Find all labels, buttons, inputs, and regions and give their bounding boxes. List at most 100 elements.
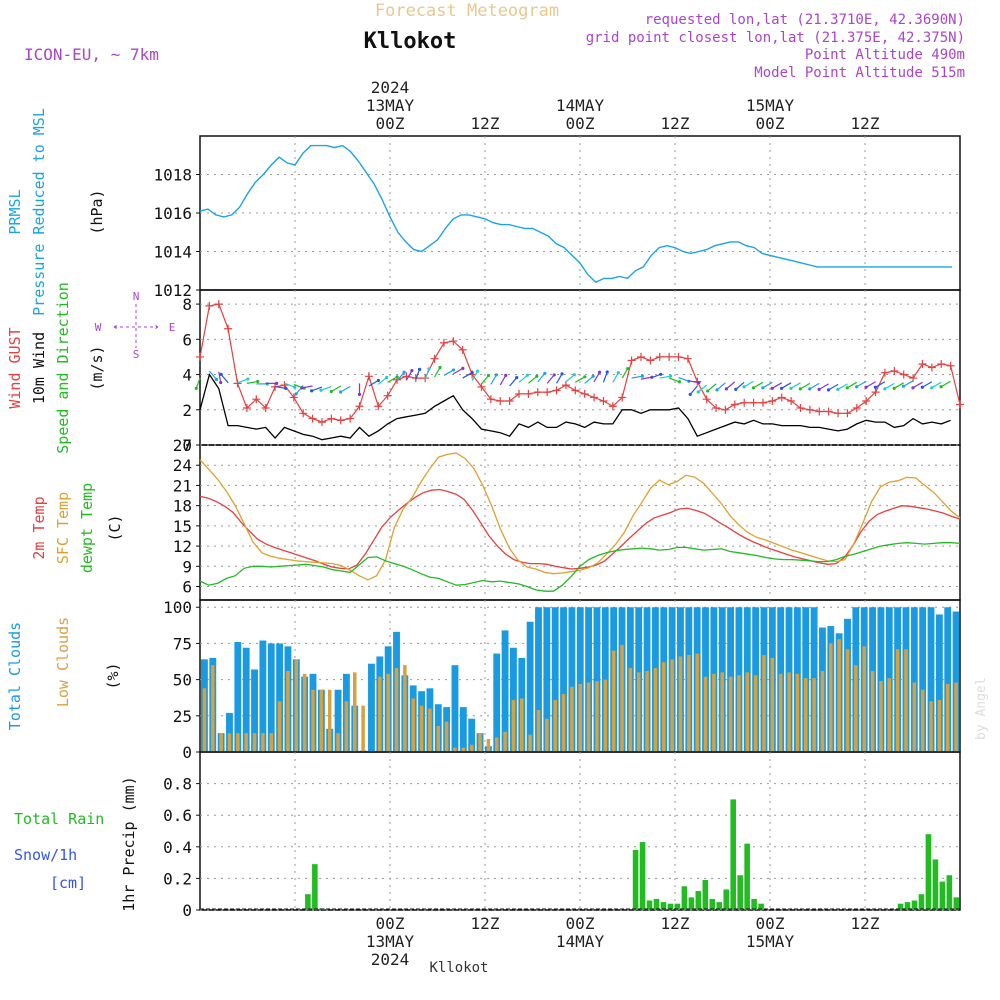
wind-arrow	[726, 381, 736, 390]
low-cloud-bar	[595, 681, 599, 752]
wind-arrow	[940, 380, 951, 388]
gust-marker	[683, 354, 692, 363]
gust-marker	[721, 405, 730, 414]
low-cloud-bar	[879, 681, 883, 752]
low-cloud-bar	[252, 733, 257, 752]
pressure-line	[199, 144, 953, 284]
low-cloud-bar	[854, 665, 858, 752]
wind-arrow-head	[376, 378, 381, 383]
rain-bar	[305, 894, 311, 910]
rain-bar	[897, 903, 904, 910]
y-tick-label: 6	[182, 578, 192, 597]
gust-marker	[505, 396, 514, 405]
wind10m-line	[199, 372, 951, 441]
low-cloud-bar	[202, 688, 207, 752]
y-tick-label: 1016	[153, 204, 192, 223]
wind-arrow-head	[256, 379, 260, 384]
wind-arrow-head	[939, 385, 943, 389]
wind-arrow-head	[194, 386, 198, 391]
gust-marker	[815, 407, 824, 416]
point-altitude: Point Altitude 490m	[805, 47, 965, 63]
wind-arrow	[301, 385, 313, 389]
rain-bar	[744, 843, 750, 910]
wind-arrow-head	[798, 387, 802, 391]
gust-marker	[561, 381, 570, 390]
low-cloud-bar	[419, 705, 424, 752]
low-cloud-bar	[428, 708, 432, 752]
rain-bar	[660, 902, 667, 910]
gust-marker	[937, 359, 946, 368]
low-cloud-bar	[770, 657, 775, 752]
model-altitude: Model Point Altitude 515m	[754, 65, 965, 81]
legend-snow-unit: [cm]	[50, 874, 86, 892]
wind-arrow	[875, 381, 886, 388]
wind-arrow-head	[219, 380, 223, 385]
low-cloud-bar	[820, 670, 825, 752]
wind-arrow-head	[640, 374, 645, 378]
wind-arrow-head	[494, 373, 498, 377]
rain-bar	[681, 886, 688, 910]
wind-arrow-head	[626, 366, 630, 371]
low-cloud-bar	[603, 679, 608, 752]
wind-arrow-head	[688, 392, 692, 397]
wind-arrow-head	[284, 386, 288, 391]
low-cloud-bar	[403, 665, 407, 752]
gust-marker	[430, 354, 439, 363]
wind-arrow-head	[410, 369, 414, 373]
gust-marker	[899, 370, 908, 379]
gust-marker	[524, 389, 533, 398]
low-cloud-bar	[570, 686, 574, 752]
gust-marker	[871, 388, 880, 397]
ylabel-unit: (m/s)	[88, 345, 106, 390]
wind-arrow	[584, 375, 594, 384]
low-cloud-bar	[670, 659, 674, 752]
wind-arrow-head	[734, 387, 738, 391]
wind-arrow-head	[310, 389, 314, 393]
time-label-bottom: 2024	[371, 950, 410, 969]
rain-bar	[709, 898, 716, 910]
wind-arrow	[790, 382, 801, 389]
wind-arrow-head	[552, 373, 556, 377]
y-tick-label: 9	[182, 557, 192, 576]
wind-arrow	[246, 380, 258, 384]
gust-marker	[355, 402, 364, 411]
low-cloud-bar	[837, 639, 841, 752]
compass-arrows	[113, 304, 159, 348]
y-tick-label: 25	[173, 707, 192, 726]
sfc-line	[199, 452, 961, 581]
wind-arrow	[800, 382, 811, 390]
wind-arrow-head	[214, 377, 219, 382]
gust-marker	[852, 404, 861, 413]
gust-marker	[674, 352, 683, 361]
rain-bar	[946, 875, 953, 910]
wind-arrow	[707, 383, 717, 392]
low-cloud-bar	[344, 701, 349, 752]
time-label-bottom: 00Z	[756, 914, 785, 933]
wind-arrow	[621, 368, 629, 379]
total-cloud-bar	[226, 712, 233, 752]
total-cloud-bar	[927, 607, 935, 752]
wind-arrow-head	[275, 381, 279, 385]
gust-marker	[486, 395, 495, 404]
low-cloud-bar	[536, 710, 541, 752]
precip-panel: 0 0.2 0.4 0.6 0.8 1hr Precip (mm) Total Rain Sn…	[14, 751, 961, 920]
wind-arrow	[340, 386, 351, 393]
total-cloud-bar	[259, 640, 267, 752]
low-cloud-bar	[545, 718, 549, 752]
wind-arrow-head	[461, 366, 465, 370]
gust-marker	[862, 396, 871, 405]
low-cloud-bar	[678, 656, 683, 752]
low-cloud-bar	[920, 689, 925, 752]
wind-arrow-head	[697, 381, 701, 385]
wind-arrow-head	[319, 388, 323, 392]
rain-bar	[688, 897, 695, 910]
gust-marker	[299, 409, 308, 418]
low-cloud-bar	[244, 733, 248, 752]
y-tick-label: 1012	[153, 281, 192, 300]
low-cloud-bar	[486, 738, 491, 752]
rain-bar	[312, 864, 318, 910]
wind-arrow	[509, 377, 518, 387]
rain-bar	[702, 879, 709, 910]
